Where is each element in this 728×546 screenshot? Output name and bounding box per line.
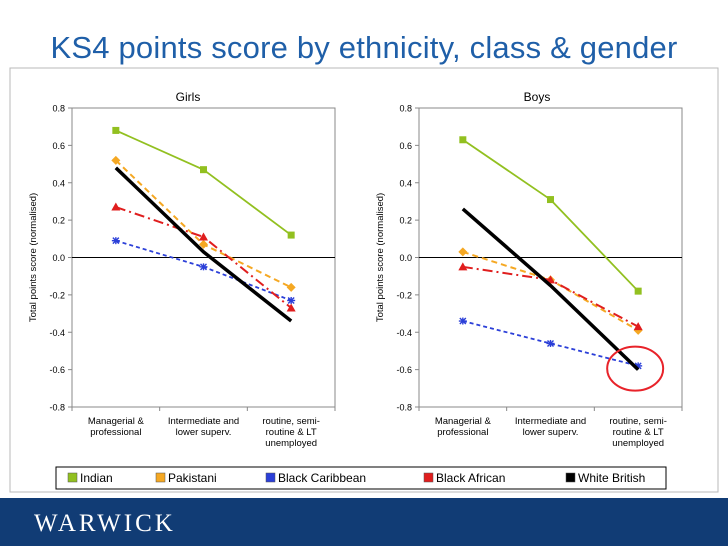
y-axis-label: Total points score (normalised) xyxy=(28,193,39,322)
y-tick-label: 0.2 xyxy=(399,216,412,226)
data-point-black-caribbean xyxy=(287,296,296,304)
warwick-logo: WARWICK xyxy=(34,510,176,537)
x-category-label-line: Managerial & xyxy=(88,416,145,427)
y-tick-label: 0.8 xyxy=(399,104,412,114)
series-line-black-caribbean xyxy=(462,320,639,367)
x-category-label-line: unemployed xyxy=(612,438,664,449)
legend-swatch xyxy=(423,472,434,483)
y-tick-label: -0.8 xyxy=(396,403,412,413)
legend-box xyxy=(55,466,667,490)
x-category-label-line: routine & LT xyxy=(266,427,317,438)
data-point-black-african xyxy=(633,322,643,331)
data-point-black-african xyxy=(199,232,208,241)
data-point-black-african xyxy=(286,303,296,312)
series-line-white-british xyxy=(461,207,640,371)
x-category-label-line: routine & LT xyxy=(613,427,664,438)
data-point-pakistani xyxy=(458,247,468,257)
chart-panel-boys: Boys 0.8 0.6 0.4 0.2 0.0 -0.2 -0.4 -0.6 -0.8 Manag… xyxy=(375,90,683,449)
chart-svg: Girls 0.8 0.6 0.4 0.2 0.0 -0.2 -0.4 -0.6 -0.8 Mana… xyxy=(9,67,719,493)
data-point-indian xyxy=(287,231,295,239)
legend: Indian Pakistani Black Caribbean Black Afri… xyxy=(55,466,667,490)
legend-label: Indian xyxy=(80,471,113,485)
data-point-pakistani xyxy=(286,282,296,292)
data-point-black-caribbean xyxy=(546,339,555,347)
data-point-indian xyxy=(112,126,120,134)
legend-item-white-british: White British xyxy=(565,471,645,485)
x-category-label-line: routine, semi- xyxy=(262,416,320,427)
legend-swatch xyxy=(67,472,78,483)
y-tick-label: 0.6 xyxy=(399,141,412,151)
legend-item-black-african: Black African xyxy=(423,471,505,485)
x-category-label: routine, semi-routine & LT unemployed xyxy=(609,416,667,449)
data-point-pakistani xyxy=(111,155,121,165)
x-category-label-line: unemployed xyxy=(265,438,317,449)
y-tick-label: 0.8 xyxy=(52,104,65,114)
data-point-black-caribbean xyxy=(458,317,467,325)
series-line-white-british xyxy=(114,166,293,323)
legend-item-black-caribbean: Black Caribbean xyxy=(265,471,366,485)
y-tick-label: 0.0 xyxy=(52,253,65,263)
data-point-indian xyxy=(547,196,554,204)
x-category-label: Intermediate and lower superv. xyxy=(515,416,586,438)
legend-item-pakistani: Pakistani xyxy=(155,471,217,485)
chart-frame xyxy=(9,67,719,493)
panel-title: Boys xyxy=(524,90,551,104)
data-point-indian xyxy=(634,287,642,295)
y-tick-label: 0.0 xyxy=(399,253,412,263)
footer-bar: WARWICK xyxy=(0,498,728,546)
panel-title: Girls xyxy=(176,90,201,104)
x-category-label-line: professional xyxy=(90,427,141,438)
y-tick-label: 0.4 xyxy=(399,178,412,188)
data-point-black-caribbean xyxy=(111,237,120,245)
data-point-black-african xyxy=(111,202,121,211)
data-point-black-african xyxy=(458,262,468,271)
x-category-label: Managerial & professional xyxy=(88,416,145,438)
data-point-black-caribbean xyxy=(199,263,208,271)
x-category-label-line: professional xyxy=(437,427,488,438)
legend-label: Black African xyxy=(436,471,505,485)
y-tick-label: -0.6 xyxy=(396,365,412,375)
y-tick-label: 0.2 xyxy=(52,216,65,226)
highlight-circle xyxy=(606,345,665,392)
page-title: KS4 points score by ethnicity, class & g… xyxy=(50,30,678,65)
x-category-label: Intermediate and lower superv. xyxy=(168,416,239,438)
y-tick-label: -0.4 xyxy=(396,328,412,338)
y-tick-label: -0.2 xyxy=(49,290,65,300)
y-tick-label: -0.6 xyxy=(49,365,65,375)
x-category-label-line: Intermediate and xyxy=(515,416,586,427)
y-axis-label: Total points score (normalised) xyxy=(375,193,386,322)
x-category-label-line: routine, semi- xyxy=(609,416,667,427)
legend-swatch xyxy=(265,472,276,483)
legend-label: Pakistani xyxy=(168,471,217,485)
data-point-pakistani xyxy=(199,239,208,249)
legend-swatch xyxy=(565,472,576,483)
y-tick-label: -0.4 xyxy=(49,328,65,338)
x-category-label-line: lower superv. xyxy=(523,427,579,438)
series-line-black-african xyxy=(115,206,292,309)
x-category-label-line: Intermediate and xyxy=(168,416,239,427)
chart-area: Girls 0.8 0.6 0.4 0.2 0.0 -0.2 -0.4 -0.6 -0.8 Mana… xyxy=(0,64,728,496)
chart-panel-girls: Girls 0.8 0.6 0.4 0.2 0.0 -0.2 -0.4 -0.6 -0.8 Mana… xyxy=(28,90,336,449)
y-tick-label: 0.6 xyxy=(52,141,65,151)
data-point-indian xyxy=(459,136,467,144)
x-category-label: routine, semi-routine & LT unemployed xyxy=(262,416,320,449)
legend-swatch xyxy=(155,472,166,483)
y-tick-label: -0.8 xyxy=(49,403,65,413)
legend-label: Black Caribbean xyxy=(278,471,366,485)
data-point-indian xyxy=(200,166,207,174)
y-tick-label: 0.4 xyxy=(52,178,65,188)
y-tick-label: -0.2 xyxy=(396,290,412,300)
x-category-label-line: Managerial & xyxy=(435,416,492,427)
legend-label: White British xyxy=(578,471,645,485)
x-category-label: Managerial & professional xyxy=(435,416,492,438)
legend-item-indian: Indian xyxy=(67,471,113,485)
x-category-label-line: lower superv. xyxy=(176,427,232,438)
